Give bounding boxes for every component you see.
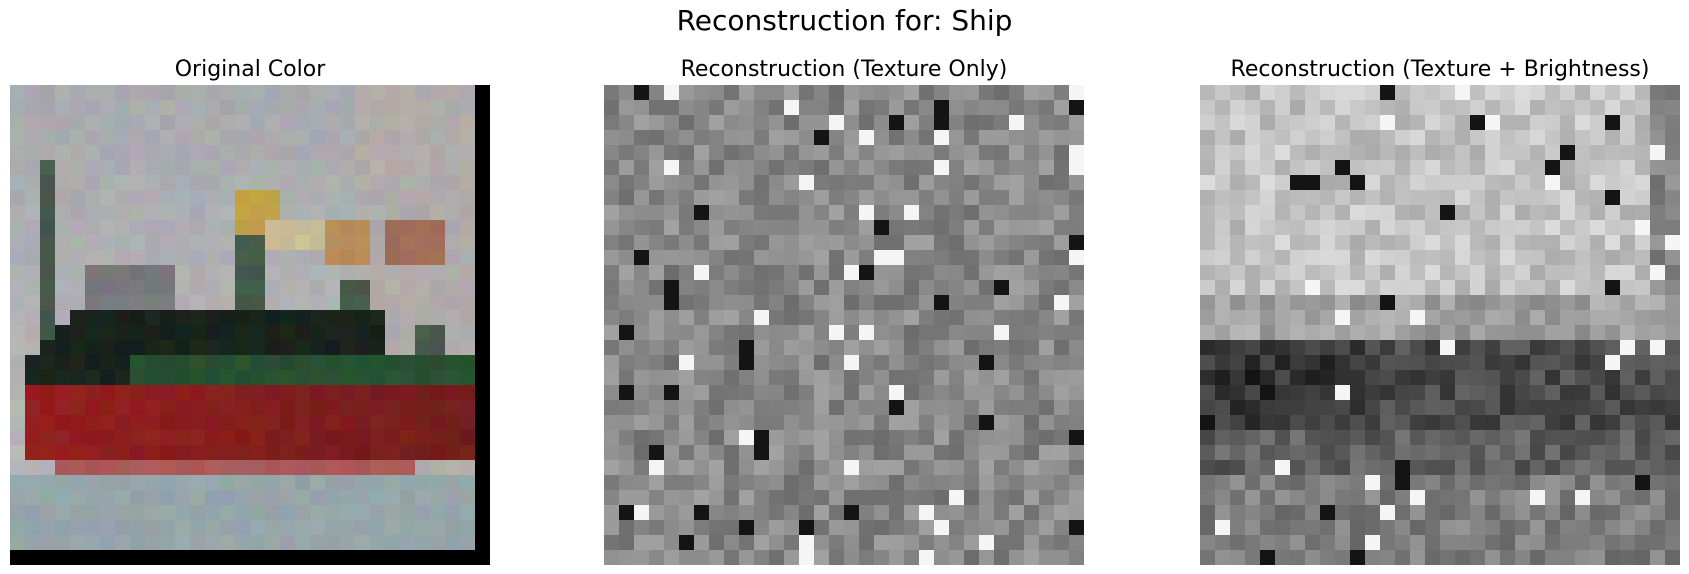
panel-title-texture-only: Reconstruction (Texture Only)	[680, 57, 1008, 82]
figure-title: Reconstruction for: Ship	[676, 4, 1013, 37]
panel-texture-only-image	[604, 85, 1084, 565]
panel-title-original-color: Original Color	[174, 57, 326, 82]
panel-title-texture-brightness: Reconstruction (Texture + Brightness)	[1230, 57, 1650, 82]
texture-brightness-reconstruction	[1200, 85, 1680, 565]
panel-original-color-image	[10, 85, 490, 565]
panel-texture-brightness-image	[1200, 85, 1680, 565]
texture-only-reconstruction	[604, 85, 1084, 565]
original-ship-image	[10, 85, 490, 565]
